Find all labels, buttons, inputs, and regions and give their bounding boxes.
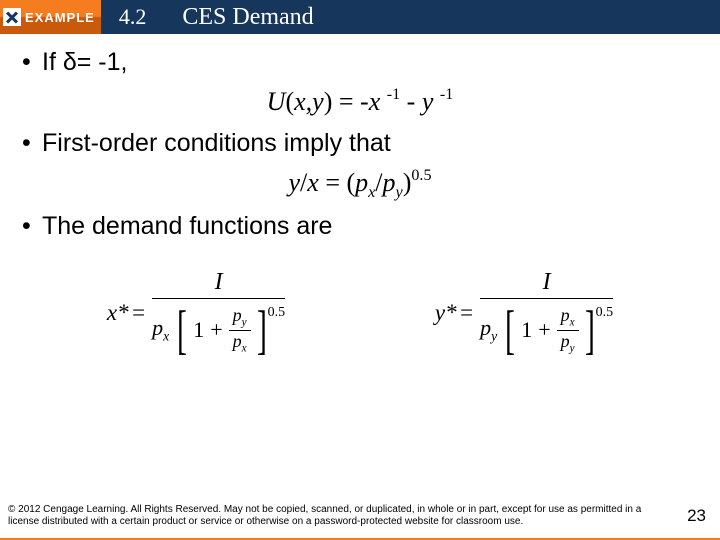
demand-y-formula: y* = I py [ 1 + px bbox=[435, 269, 613, 357]
bullet-3: •The demand functions are bbox=[22, 212, 698, 241]
slide-title: CES Demand bbox=[182, 4, 313, 31]
copyright-footer: © 2012 Cengage Learning. All Rights Rese… bbox=[8, 504, 658, 528]
slide-header: EXAMPLE 4.2 CES Demand bbox=[0, 0, 720, 34]
equation-foc: y/x = (px/py)0.5 bbox=[22, 168, 698, 202]
example-badge: EXAMPLE bbox=[0, 0, 101, 34]
x-icon bbox=[3, 8, 21, 26]
example-label: EXAMPLE bbox=[25, 10, 95, 25]
bullet-2-text: First-order conditions imply that bbox=[42, 129, 391, 157]
bullet-1-text: If δ= -1, bbox=[42, 48, 127, 76]
bullet-2: •First-order conditions imply that bbox=[22, 129, 698, 158]
demand-x-formula: x* = I px [ 1 + py bbox=[107, 269, 285, 357]
chapter-number: 4.2 bbox=[119, 4, 147, 30]
bullet-3-text: The demand functions are bbox=[42, 212, 332, 240]
demand-formulas: x* = I px [ 1 + py bbox=[22, 251, 698, 357]
slide-content: •If δ= -1, U(x,y) = -x -1 - y -1 •First-… bbox=[0, 34, 720, 357]
bullet-1: •If δ= -1, bbox=[22, 48, 698, 77]
page-number: 23 bbox=[687, 506, 706, 526]
equation-utility: U(x,y) = -x -1 - y -1 bbox=[22, 87, 698, 117]
